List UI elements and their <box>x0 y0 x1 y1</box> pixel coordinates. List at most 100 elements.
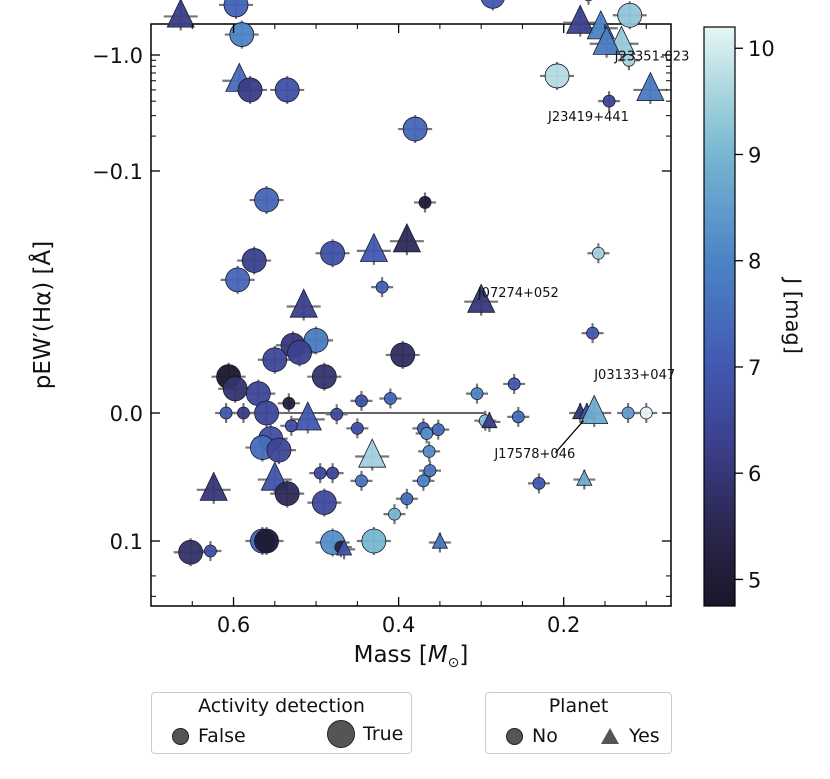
circle-marker <box>262 347 288 373</box>
circle-marker <box>355 474 368 488</box>
circle-marker <box>423 464 437 478</box>
circle-marker <box>282 396 296 410</box>
circle-marker <box>222 376 248 402</box>
plot-frame <box>150 23 672 607</box>
circle-marker <box>416 474 430 488</box>
legend-entry-label: No <box>532 725 558 747</box>
circle-marker <box>320 240 345 266</box>
triangle-marker <box>467 283 496 313</box>
circle-marker <box>223 0 249 18</box>
colorbar-ticks: 5 6 7 8 9 10 <box>735 37 775 592</box>
y-tick-label: 0.1 <box>110 530 143 554</box>
circle-marker <box>311 364 337 390</box>
triangle-marker <box>566 4 595 34</box>
legend-entry-true: True <box>327 720 403 748</box>
circle-marker <box>591 246 605 260</box>
large-circle-icon <box>327 720 355 748</box>
circle-marker <box>383 392 397 405</box>
colorbar: 5 6 7 8 9 10 J [mag] <box>703 26 805 607</box>
triangle-marker <box>166 0 195 28</box>
circle-marker <box>350 421 364 435</box>
circle-marker <box>266 437 292 463</box>
legend-planet-title: Planet <box>548 695 609 717</box>
circle-marker <box>254 400 279 426</box>
circle-marker <box>402 116 428 142</box>
circle-marker <box>544 63 570 89</box>
y-axis-label: pEW′(Hα) [Å] <box>28 241 56 390</box>
star-label: J23419+441 <box>547 110 629 125</box>
colorbar-tick-label: 5 <box>748 568 761 592</box>
legend-entry-yes: Yes <box>601 725 660 747</box>
triangle-marker <box>289 288 318 318</box>
circle-marker <box>284 419 298 433</box>
triangle-icon <box>601 728 619 744</box>
triangle-marker <box>592 25 621 55</box>
colorbar-tick-label: 9 <box>748 143 761 167</box>
circle-marker <box>254 187 279 213</box>
triangle-marker <box>199 471 228 501</box>
circle-marker <box>621 406 635 420</box>
circle-marker <box>431 423 445 437</box>
legend-planet: Planet No Yes <box>485 692 672 754</box>
circle-marker <box>639 406 653 420</box>
circle-marker <box>204 544 217 558</box>
x-axis-label: Mass [M⊙] <box>354 642 469 671</box>
colorbar-tick-label: 6 <box>748 462 761 486</box>
circle-marker <box>229 22 255 47</box>
legend-entry-no: No <box>506 725 558 747</box>
legend-entry-label: True <box>363 723 404 745</box>
circle-marker <box>311 490 337 516</box>
triangle-marker <box>293 401 322 431</box>
triangle-marker <box>392 222 422 253</box>
plot-area: J14321+081J19169+051SJ18482+076J23351-02… <box>150 0 690 607</box>
circle-marker <box>532 476 546 490</box>
star-label: J03133+047 <box>593 368 675 383</box>
triangle-marker <box>359 232 389 262</box>
circle-marker <box>225 267 251 293</box>
legend-activity: Activity detection False True <box>151 692 412 754</box>
circle-marker <box>237 406 250 420</box>
triangle-marker <box>636 71 665 101</box>
triangle-marker <box>481 411 498 429</box>
y-axis: −10.0−1.0−0.10.00.1 <box>92 44 671 597</box>
circle-marker <box>237 77 263 103</box>
triangle-marker <box>335 539 353 556</box>
star-labels: J14321+081J19169+051SJ18482+076J23351-02… <box>477 49 690 462</box>
triangle-marker <box>431 532 449 549</box>
x-tick-label: 0.6 <box>217 613 250 637</box>
triangle-marker <box>358 438 387 468</box>
circle-marker <box>420 427 434 440</box>
legend-entry-label: Yes <box>629 725 660 747</box>
y-tick-label: −1.0 <box>92 44 143 68</box>
legend-activity-title: Activity detection <box>198 695 365 717</box>
circle-marker <box>219 406 233 420</box>
y-tick-label: 0.0 <box>110 402 143 426</box>
circle-marker <box>622 53 636 67</box>
circle-marker <box>418 196 432 209</box>
circle-marker <box>617 2 643 28</box>
colorbar-tick-label: 7 <box>748 356 761 380</box>
circle-icon <box>506 727 523 745</box>
circle-marker <box>241 248 267 273</box>
label-pointer <box>554 420 584 454</box>
circle-marker <box>586 326 599 340</box>
colorbar-gradient <box>703 26 736 607</box>
circle-marker <box>388 507 401 521</box>
colorbar-tick-label: 8 <box>748 250 761 274</box>
circle-marker <box>330 407 344 421</box>
circle-marker <box>470 387 484 401</box>
triangle-marker <box>580 394 609 425</box>
circle-marker <box>254 528 279 554</box>
circle-marker <box>511 410 525 424</box>
star-label: J17578+046 <box>493 447 575 462</box>
circle-marker <box>274 77 300 103</box>
circle-marker <box>422 444 436 458</box>
x-axis: 0.6 0.4 0.2 <box>191 24 647 637</box>
circle-marker <box>326 466 339 480</box>
circle-marker <box>287 340 312 365</box>
circle-marker <box>390 342 416 368</box>
circle-marker <box>178 539 204 565</box>
data-points <box>166 0 665 565</box>
x-tick-label: 0.2 <box>547 613 580 637</box>
y-tick-label: −0.1 <box>92 160 143 184</box>
